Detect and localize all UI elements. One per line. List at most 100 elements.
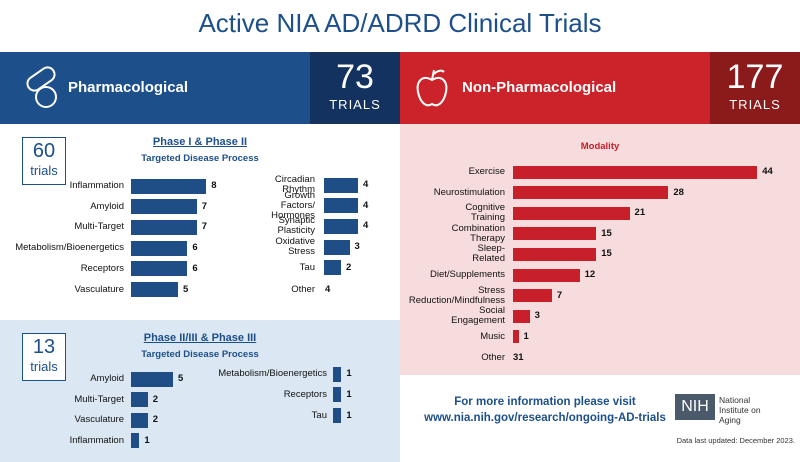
- value-label: 7: [201, 221, 208, 233]
- phase1-title: Phase I & Phase II: [152, 136, 248, 148]
- category-label: Combination Therapy: [451, 222, 505, 244]
- value-label: 15: [601, 248, 612, 260]
- value-label: 21: [634, 207, 646, 219]
- bar: [131, 392, 148, 407]
- value-label: 2: [152, 393, 159, 405]
- category-label: Receptors: [283, 388, 327, 400]
- nonpharm-label: Non-Pharmacological: [462, 79, 617, 96]
- value-label: 12: [584, 269, 596, 280]
- title: Active NIA AD/ADRD Clinical Trials: [198, 8, 602, 38]
- category-label: Sleep-Related: [472, 243, 505, 265]
- category-label: Multi-Target: [74, 393, 124, 405]
- value-label: 15: [601, 227, 612, 239]
- updated: Data last updated: December 2023.: [676, 436, 795, 445]
- value-label: 2: [152, 414, 159, 425]
- bar: [513, 206, 630, 220]
- bar: [324, 239, 350, 255]
- bar: [131, 219, 197, 235]
- phase1-other-label: Other: [291, 284, 315, 295]
- category-label: Inflammation: [69, 180, 124, 191]
- institute: National Institute on Aging: [719, 395, 761, 425]
- phase1-other-value: 4: [325, 284, 331, 295]
- phase1-count-box: [22, 137, 66, 185]
- category-label: Exercise: [468, 166, 505, 177]
- category-label: Social Engagement: [451, 305, 505, 327]
- category-label: Vasculature: [74, 414, 124, 425]
- bar: [131, 433, 140, 448]
- bar: [131, 282, 178, 297]
- bar: [131, 199, 197, 215]
- bar: [333, 387, 342, 403]
- modality-other-value: 31: [513, 352, 524, 363]
- value-label: 4: [363, 199, 369, 211]
- modality-other-label: Other: [481, 352, 505, 363]
- nonpharm-count-box: [710, 52, 800, 124]
- bar: [513, 330, 519, 344]
- bar: [513, 165, 758, 179]
- pharm-count-unit: TRIALS: [329, 97, 381, 112]
- category-label: Synaptic Plasticity: [277, 215, 315, 237]
- phase1-count-unit: trials: [30, 163, 58, 178]
- category-label: Growth Factors/ Hormones: [271, 189, 315, 221]
- category-label: Tau: [299, 261, 315, 273]
- category-label: Metabolism/Bioenergetics: [218, 368, 327, 379]
- bar: [131, 412, 148, 428]
- phase3-subtitle: Targeted Disease Process: [141, 349, 259, 360]
- phase3-count-box: [22, 333, 66, 381]
- value-label: 4: [363, 220, 369, 232]
- category-label: Neurostimulation: [433, 186, 505, 198]
- value-label: 1: [346, 368, 352, 379]
- value-label: 28: [673, 186, 684, 198]
- bar: [324, 198, 358, 214]
- value-label: 1: [346, 409, 352, 421]
- bar: [513, 247, 597, 261]
- value-label: 2: [346, 261, 352, 273]
- value-label: 6: [192, 262, 198, 274]
- value-label: 6: [192, 242, 198, 254]
- bar: [131, 261, 188, 277]
- bar: [131, 240, 188, 256]
- value-label: 1: [144, 434, 150, 446]
- value-label: 3: [354, 241, 360, 253]
- bar: [513, 186, 669, 200]
- value-label: 1: [523, 330, 529, 342]
- value-label: 4: [363, 179, 369, 190]
- phase3-count-unit: trials: [30, 359, 58, 374]
- bar: [513, 309, 530, 323]
- category-label: Inflammation: [69, 434, 124, 446]
- pill-icon: [26, 66, 57, 108]
- nonpharm-count: 177: [726, 58, 784, 96]
- category-label: Amyloid: [90, 373, 124, 384]
- value-label: 44: [762, 166, 773, 177]
- phase3-count: 13: [32, 336, 56, 358]
- value-label: 1: [346, 388, 352, 400]
- value-label: 8: [211, 180, 217, 191]
- category-label: Vasculature: [74, 283, 124, 295]
- category-label: Metabolism/Bioenergetics: [15, 242, 124, 254]
- phase3-title: Phase II/III & Phase III: [143, 332, 257, 344]
- category-label: Diet/Supplements: [430, 269, 505, 280]
- value-label: 5: [178, 373, 184, 384]
- category-label: Cognitive Training: [465, 202, 505, 224]
- value-label: 7: [556, 289, 563, 301]
- nih-logo: NIH: [675, 394, 715, 420]
- category-label: Stress Reduction/Mindfulness: [408, 284, 505, 306]
- value-label: 5: [183, 283, 189, 295]
- category-label: Tau: [311, 409, 327, 421]
- bar: [131, 371, 173, 387]
- nonpharm-header: [400, 52, 710, 124]
- modality-title: Modality: [580, 141, 620, 152]
- category-label: Oxidative Stress: [275, 236, 315, 258]
- bar: [333, 408, 342, 424]
- bar: [131, 178, 207, 194]
- pharm-count: 73: [336, 58, 374, 96]
- bar: [324, 177, 358, 193]
- category-label: Amyloid: [90, 200, 124, 212]
- category-label: Music: [480, 330, 505, 342]
- category-label: Circadian Rhythm: [274, 174, 315, 195]
- bar: [333, 366, 342, 382]
- bar: [513, 289, 552, 303]
- bar: [513, 268, 580, 282]
- bar: [513, 227, 597, 241]
